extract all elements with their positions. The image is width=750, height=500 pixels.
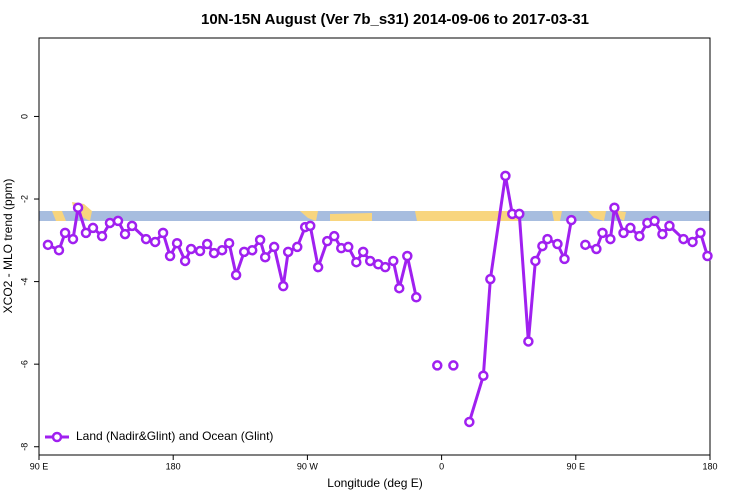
point	[230, 269, 242, 281]
x-tick-label: 90 W	[297, 461, 319, 471]
point	[566, 214, 577, 226]
point	[96, 230, 108, 242]
point	[67, 233, 79, 245]
point	[448, 360, 459, 371]
point	[523, 336, 534, 347]
point	[268, 241, 280, 253]
point	[238, 246, 250, 258]
point	[591, 243, 602, 255]
point	[53, 244, 65, 256]
point	[559, 253, 570, 265]
y-tick-label: -4	[19, 278, 29, 286]
point	[112, 215, 124, 227]
point	[208, 247, 220, 259]
point	[292, 241, 303, 253]
point	[702, 250, 713, 262]
point	[80, 227, 92, 239]
plot-frame	[38, 37, 711, 456]
point	[328, 230, 340, 242]
point	[464, 416, 475, 428]
point	[618, 227, 629, 239]
point	[411, 292, 422, 303]
point	[357, 246, 369, 258]
point	[42, 239, 54, 251]
x-tick-label: 180	[166, 461, 181, 471]
x-tick-label: 180	[702, 461, 717, 471]
point	[609, 202, 620, 213]
chart-title: 10N-15N August (Ver 7b_s31) 2014-09-06 t…	[201, 11, 589, 28]
point	[432, 360, 443, 371]
point	[194, 245, 206, 257]
point	[597, 227, 608, 239]
point	[164, 250, 176, 262]
point	[216, 244, 228, 256]
point	[537, 240, 548, 252]
point	[552, 238, 563, 250]
point	[664, 220, 675, 232]
x-tick-label: 90 E	[567, 461, 586, 471]
point	[657, 228, 668, 240]
point	[343, 241, 354, 253]
mask-land	[52, 202, 626, 221]
point	[580, 239, 591, 251]
x-axis-label: Longitude (deg E)	[327, 476, 422, 490]
point	[379, 261, 391, 273]
mask-strip	[39, 211, 710, 221]
y-tick-label: -6	[19, 360, 29, 368]
point	[485, 273, 496, 285]
point	[514, 208, 525, 220]
point	[695, 227, 706, 239]
legend-marker	[51, 431, 63, 443]
x-tick-label: 90 E	[30, 461, 49, 471]
y-tick-label: 0	[19, 114, 29, 119]
point	[171, 237, 183, 249]
point	[185, 243, 197, 255]
point	[254, 234, 266, 246]
point	[605, 233, 616, 245]
point	[530, 255, 541, 267]
point	[119, 228, 131, 240]
point	[394, 282, 405, 294]
point	[388, 255, 399, 267]
point	[201, 238, 213, 250]
y-tick-label: -8	[19, 443, 29, 451]
point	[687, 236, 698, 248]
point	[351, 256, 362, 268]
point	[402, 250, 413, 262]
legend-label: Land (Nadir&Glint) and Ocean (Glint)	[76, 429, 273, 443]
point	[678, 233, 689, 245]
point	[625, 222, 636, 234]
point	[140, 233, 152, 245]
point	[304, 220, 316, 232]
point	[246, 244, 258, 256]
point	[478, 370, 489, 381]
point	[282, 246, 294, 258]
y-axis-label: XCO2 - MLO trend (ppm)	[1, 179, 15, 314]
point	[72, 202, 84, 213]
point	[321, 235, 333, 247]
point	[312, 261, 324, 273]
point	[542, 233, 553, 245]
point	[259, 251, 271, 263]
point	[126, 220, 138, 232]
land-ocean-mask	[39, 202, 710, 221]
point	[634, 230, 645, 242]
x-tick-label: 0	[439, 461, 444, 471]
point	[104, 217, 116, 229]
point	[277, 280, 289, 292]
point	[179, 255, 191, 267]
point	[649, 215, 660, 227]
point	[87, 222, 99, 234]
point	[223, 237, 235, 249]
point	[157, 227, 169, 239]
point	[59, 227, 71, 239]
point	[149, 236, 161, 248]
point	[500, 170, 511, 182]
y-tick-label: -2	[19, 195, 29, 203]
point	[364, 255, 376, 267]
